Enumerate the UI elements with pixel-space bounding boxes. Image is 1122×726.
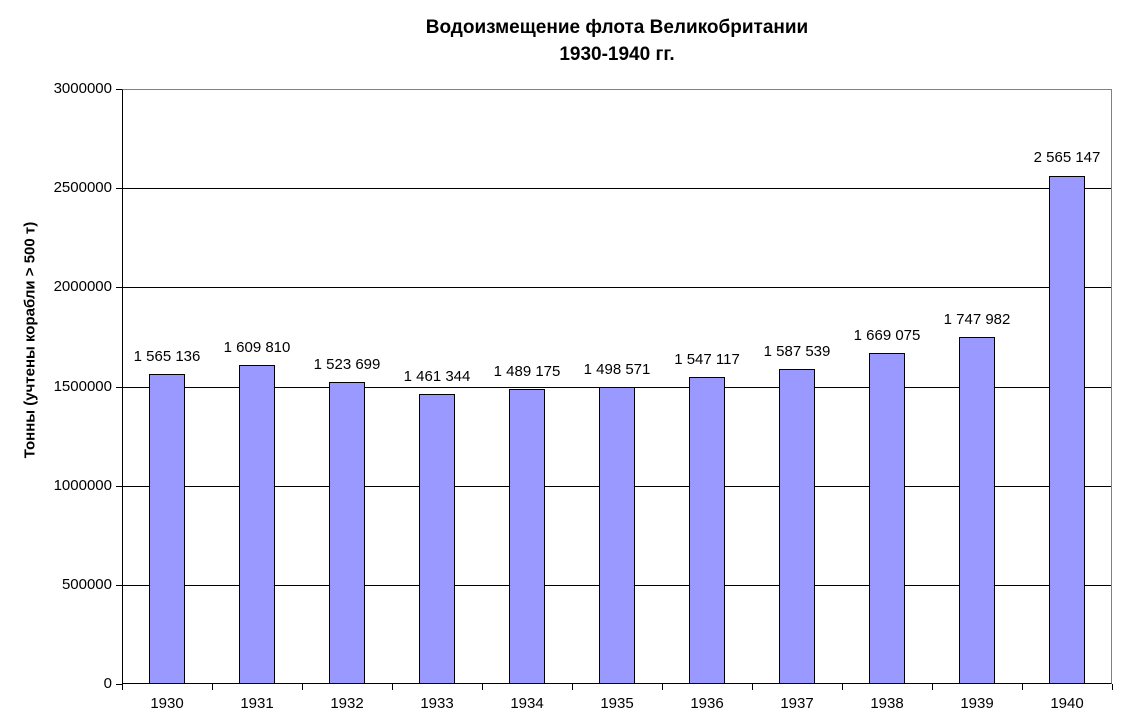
y-axis-title: Тонны (учтены корабли > 500 т) — [21, 221, 39, 459]
x-axis-category-label: 1938 — [870, 695, 904, 712]
chart-title: Водоизмещение флота Великобритании 1930-… — [122, 14, 1112, 68]
x-axis-category-label: 1931 — [240, 695, 274, 712]
x-axis-category-label: 1933 — [420, 695, 454, 712]
bar-value-label: 1 461 344 — [403, 368, 471, 386]
x-axis-tick — [752, 684, 753, 690]
bar-1938 — [869, 353, 905, 683]
gridline — [123, 287, 1111, 289]
bar-value-label: 1 747 982 — [943, 311, 1011, 329]
x-axis-tick — [212, 684, 213, 690]
x-axis-tick — [932, 684, 933, 690]
x-axis-category-label: 1940 — [1050, 695, 1084, 712]
bar-value-label: 1 547 117 — [674, 351, 740, 369]
bar-value-label: 1 669 075 — [853, 326, 921, 344]
bar-value-label: 1 565 136 — [133, 347, 201, 365]
bar-1930 — [149, 374, 185, 683]
y-axis-tick — [116, 684, 122, 685]
y-axis-tick-label: 1500000 — [53, 377, 112, 395]
bar-1937 — [779, 369, 815, 683]
y-axis-tick-label: 500000 — [61, 575, 112, 593]
y-axis-tick-label: 1000000 — [53, 476, 112, 494]
y-axis-tick — [116, 386, 122, 388]
x-axis-category-label: 1932 — [330, 695, 364, 712]
x-axis-tick — [842, 684, 843, 690]
y-axis-tick-label: 2500000 — [53, 179, 112, 197]
x-axis-tick — [302, 684, 303, 690]
x-axis-tick — [1112, 684, 1113, 690]
bar-value-label: 1 609 810 — [223, 338, 291, 356]
x-axis-category-label: 1930 — [150, 695, 184, 712]
bar-value-label: 1 489 175 — [493, 362, 561, 380]
y-axis-tick-label: 2000000 — [53, 278, 112, 296]
bar-1932 — [329, 382, 365, 683]
gridline — [123, 188, 1111, 190]
y-axis-tick — [116, 485, 122, 487]
x-axis-tick — [1022, 684, 1023, 690]
bar-value-label: 1 523 699 — [313, 355, 381, 373]
bar-1939 — [959, 337, 995, 683]
x-axis-category-label: 1935 — [600, 695, 634, 712]
x-axis-tick — [392, 684, 393, 690]
y-axis-tick — [116, 188, 122, 190]
y-axis-tick — [116, 584, 122, 586]
bar-value-label: 2 565 147 — [1033, 149, 1101, 167]
bar-value-label: 1 498 571 — [583, 360, 651, 378]
bar-1931 — [239, 365, 275, 683]
y-axis-tick — [116, 287, 122, 289]
x-axis-tick — [482, 684, 483, 690]
x-axis-tick — [572, 684, 573, 690]
chart-title-line-2: 1930-1940 гг. — [559, 44, 675, 65]
x-axis-category-label: 1937 — [780, 695, 814, 712]
plot-area — [122, 89, 1112, 684]
bar-1936 — [689, 377, 725, 683]
chart-title-line-1: Водоизмещение флота Великобритании — [425, 17, 809, 38]
y-axis-tick — [116, 89, 122, 90]
x-axis-category-label: 1936 — [690, 695, 724, 712]
x-axis-category-label: 1934 — [510, 695, 544, 712]
bar-value-label: 1 587 539 — [763, 343, 831, 361]
bar-1940 — [1049, 176, 1085, 683]
x-axis-tick — [662, 684, 663, 690]
x-axis-tick — [122, 684, 123, 690]
bar-1935 — [599, 387, 635, 683]
bar-1934 — [509, 389, 545, 683]
y-axis-tick-label: 0 — [103, 675, 112, 692]
bar-1933 — [419, 394, 455, 683]
y-axis-tick-label: 3000000 — [53, 80, 112, 97]
x-axis-category-label: 1939 — [960, 695, 994, 712]
